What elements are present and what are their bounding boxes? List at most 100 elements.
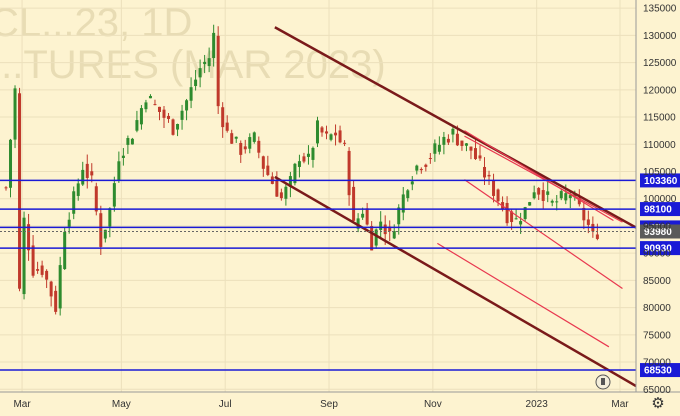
candle-body (148, 95, 152, 99)
candle-body (383, 224, 387, 235)
y-tick-label: 120000 (643, 85, 677, 96)
x-tick-label: May (112, 399, 131, 410)
candle-body (58, 265, 62, 309)
candle-body (541, 190, 545, 201)
candle-body (239, 142, 243, 155)
trend-line-fan-line-1[interactable] (464, 130, 614, 222)
candle-body (230, 133, 234, 144)
candle-body (90, 171, 94, 176)
candle-body (171, 119, 175, 135)
candle-body (523, 207, 527, 220)
candle-body (392, 231, 396, 239)
y-tick-label: 130000 (643, 31, 677, 42)
candle-body (356, 218, 360, 229)
candle-body (94, 186, 98, 212)
candle-body (194, 79, 198, 87)
candle-body (198, 68, 202, 78)
candle-body (9, 139, 13, 188)
y-tick-label: 75000 (643, 330, 671, 341)
candle-body (49, 281, 53, 297)
candle-body (216, 35, 220, 107)
candle-body (99, 213, 103, 247)
candle-body (415, 165, 419, 171)
candle-body (126, 138, 130, 145)
candle-body (185, 100, 189, 111)
candle-body (302, 156, 306, 162)
candle-body (406, 190, 410, 199)
candle-body (428, 158, 432, 160)
level-label-bg (640, 241, 680, 256)
y-tick-label: 85000 (643, 276, 671, 287)
y-axis[interactable]: 65000 70000 75000 80000 85000 90000 95000 10000… (643, 4, 677, 396)
candle-body (279, 192, 283, 199)
candle-body (352, 186, 356, 221)
candle-body (397, 207, 401, 225)
candle-body (67, 219, 71, 227)
candle-body (54, 290, 58, 312)
price-levels[interactable]: 1033609810094730909306853093980 (0, 173, 680, 378)
candle-body (13, 88, 17, 140)
y-tick-label: 65000 (643, 385, 671, 396)
candle-body (586, 219, 590, 225)
level-label: 103360 (644, 176, 678, 187)
candle-body (446, 138, 450, 143)
candle-body (532, 192, 536, 199)
candle-body (559, 191, 563, 199)
x-axis[interactable]: Mar May Jul Sep Nov 2023 Mar (13, 399, 629, 410)
level-label-bg (640, 363, 680, 378)
candle-body (582, 207, 586, 221)
y-tick-label: 90000 (643, 249, 671, 260)
candle-body (112, 183, 116, 207)
level-label-bg (640, 202, 680, 217)
candle-body (487, 174, 491, 177)
candle-body (225, 122, 229, 131)
candle-body (22, 217, 26, 295)
candle-body (176, 123, 180, 130)
candle-body (473, 148, 477, 160)
trend-lines[interactable] (274, 26, 637, 388)
candle-body (72, 191, 76, 214)
trend-line-inner-channel-1[interactable] (464, 179, 623, 290)
x-tick-label: Sep (320, 399, 338, 410)
candle-body (121, 155, 125, 158)
candle-body (117, 161, 121, 180)
candle-body (157, 106, 161, 112)
trend-line-inner-channel-2[interactable] (437, 242, 610, 348)
last-price-label: 93980 (644, 227, 672, 238)
candle-body (442, 136, 446, 145)
candle-body (492, 179, 496, 196)
y-tick-label: 115000 (643, 113, 676, 124)
candle-body (4, 187, 8, 189)
candle-body (419, 168, 423, 171)
watermark-line-1: CL...23, 1D (0, 1, 192, 45)
candle-body (379, 221, 383, 230)
trend-line-lower-channel[interactable] (274, 175, 637, 388)
candle-body (460, 140, 464, 146)
candle-body (451, 128, 455, 135)
candle-body (103, 229, 107, 239)
candle-body (374, 229, 378, 246)
candle-body (505, 202, 509, 224)
candle-body (514, 218, 518, 220)
candle-body (162, 109, 166, 118)
candle-body (365, 208, 369, 225)
candle-body (167, 115, 171, 119)
y-tick-label: 95000 (643, 221, 671, 232)
candle-body (537, 188, 541, 195)
candle-body (221, 107, 225, 128)
candle-body (144, 102, 148, 110)
x-tick-label: Jul (219, 399, 232, 410)
gear-icon[interactable]: ⚙ (651, 395, 665, 412)
replay-marker[interactable] (595, 374, 611, 390)
candle-body (85, 163, 89, 178)
candle-body (564, 193, 568, 201)
trend-line-upper-channel[interactable] (274, 26, 637, 229)
candle-body (315, 120, 319, 144)
last-price-bg (640, 224, 680, 239)
replay-marker-glyph (601, 378, 605, 385)
candle-body (455, 133, 459, 146)
trend-line-fan-line-2[interactable] (464, 135, 623, 223)
candle-body (437, 144, 441, 152)
